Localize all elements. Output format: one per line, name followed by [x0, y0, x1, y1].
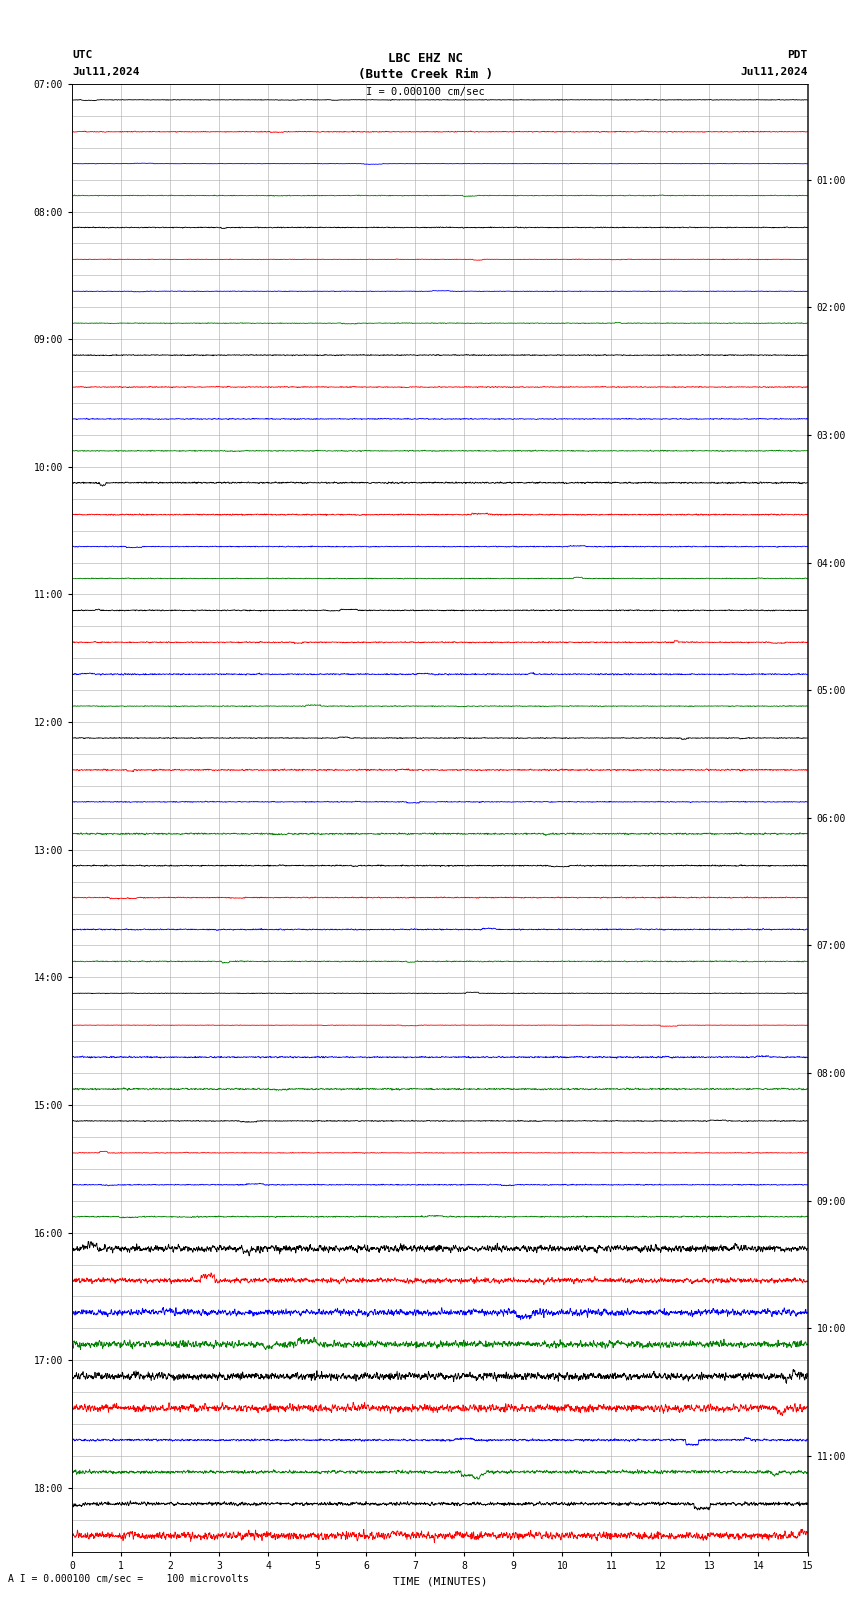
Text: UTC: UTC	[72, 50, 93, 60]
Text: I = 0.000100 cm/sec: I = 0.000100 cm/sec	[366, 87, 484, 97]
Text: Jul11,2024: Jul11,2024	[72, 68, 139, 77]
Text: Jul11,2024: Jul11,2024	[740, 68, 808, 77]
X-axis label: TIME (MINUTES): TIME (MINUTES)	[393, 1576, 487, 1586]
Text: A I = 0.000100 cm/sec =    100 microvolts: A I = 0.000100 cm/sec = 100 microvolts	[8, 1574, 249, 1584]
Text: LBC EHZ NC: LBC EHZ NC	[388, 52, 462, 65]
Text: PDT: PDT	[787, 50, 808, 60]
Text: (Butte Creek Rim ): (Butte Creek Rim )	[358, 68, 492, 81]
